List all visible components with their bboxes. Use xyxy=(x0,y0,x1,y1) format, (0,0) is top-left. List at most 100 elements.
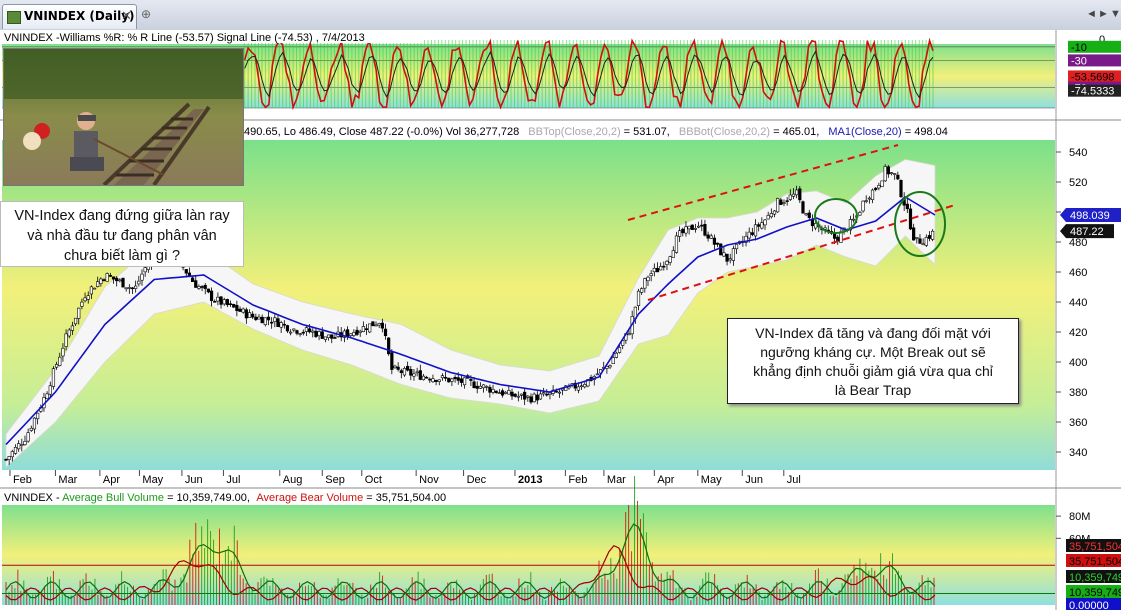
candle-body xyxy=(409,369,413,376)
price-ohlc: 490.65, Lo 486.49, Close 487.22 (-0.0%) … xyxy=(244,126,519,138)
candle-body xyxy=(345,329,350,337)
chart-canvas[interactable]: 340360380400420440460480500520540FebMarA… xyxy=(0,30,1121,610)
candle-body xyxy=(504,391,508,394)
candle-body xyxy=(140,273,144,281)
candle-body xyxy=(640,288,644,293)
candle-body xyxy=(731,248,735,261)
candle-body xyxy=(67,329,71,337)
candle-body xyxy=(238,308,242,312)
candle-body xyxy=(251,313,255,318)
candle-body xyxy=(485,386,489,388)
candle-body xyxy=(627,333,631,336)
candle-body xyxy=(931,230,935,240)
bear-value: = 35,751,504.00 xyxy=(366,492,446,504)
candle-body xyxy=(712,237,717,245)
candle-body xyxy=(684,226,688,234)
candle-body xyxy=(29,427,33,431)
candle-body xyxy=(447,377,451,383)
callout-breakout-line-2: ngưỡng kháng cự. Một Break out sẽ xyxy=(760,344,986,360)
bbbot-value: = 465.01, xyxy=(773,126,819,138)
candle-body xyxy=(247,312,252,318)
scroll-right-icon[interactable]: ► xyxy=(1098,8,1109,20)
candle-body xyxy=(213,301,217,303)
candle-body xyxy=(89,286,93,295)
candle-body xyxy=(791,193,796,197)
menu-dropdown-icon[interactable]: ▼ xyxy=(1110,8,1121,20)
candle-body xyxy=(20,444,24,446)
candle-body xyxy=(459,378,464,383)
candle-body xyxy=(918,238,922,244)
candle-body xyxy=(270,321,274,324)
candle-body xyxy=(453,376,457,380)
williams-badge xyxy=(1068,54,1121,67)
candle-body xyxy=(342,330,346,338)
candle-body xyxy=(557,391,562,394)
candle-body xyxy=(209,290,214,301)
price-axis-label: 480 xyxy=(1069,237,1087,249)
time-axis-label: Nov xyxy=(419,474,439,486)
candle-body xyxy=(908,208,913,230)
ma-value: = 498.04 xyxy=(905,126,948,138)
candle-body xyxy=(13,446,18,454)
candle-body xyxy=(576,386,581,391)
candle-body xyxy=(289,331,293,334)
callout-railway-line-2: và nhà đầu tư đang phân vân xyxy=(27,228,217,244)
candle-body xyxy=(858,212,862,216)
candle-body xyxy=(823,227,827,230)
volume-header: VNINDEX - Average Bull Volume = 10,359,7… xyxy=(4,492,446,504)
candle-body xyxy=(516,395,520,398)
candle-body xyxy=(510,391,514,397)
candle-body xyxy=(532,393,536,403)
volume-badge xyxy=(1066,598,1121,610)
add-tab-icon[interactable]: ⊕ xyxy=(141,7,152,21)
candle-body xyxy=(320,331,324,339)
price-axis-label: 460 xyxy=(1069,267,1087,279)
bull-volume-avg xyxy=(5,523,936,599)
candle-body xyxy=(643,278,647,289)
candle-body xyxy=(10,451,14,458)
time-axis-label: Dec xyxy=(467,474,487,486)
candle-body xyxy=(266,316,271,321)
candle-body xyxy=(614,352,618,358)
candle-body xyxy=(257,316,261,320)
candle-body xyxy=(273,317,277,322)
price-badge xyxy=(1060,207,1121,222)
time-axis-label: Aug xyxy=(283,474,303,486)
time-axis-label: Jun xyxy=(185,474,203,486)
price-axis-label: 540 xyxy=(1069,147,1087,159)
chart-tab[interactable]: VNINDEX (Daily) ✕ xyxy=(2,4,137,29)
volume-badge-label: 0.00000 xyxy=(1069,600,1109,610)
candle-body xyxy=(102,279,106,281)
close-icon[interactable]: ✕ xyxy=(121,8,132,23)
volume-badge xyxy=(1066,554,1121,567)
bull-label: Average Bull Volume xyxy=(62,492,164,504)
candle-body xyxy=(494,390,498,393)
candle-body xyxy=(73,317,78,325)
bbtop-label: BBTop(Close,20,2) xyxy=(528,126,620,138)
window-titlebar: VNINDEX (Daily) ✕ ⊕ ◄ ► ▼ xyxy=(0,0,1121,31)
time-axis-label: Apr xyxy=(657,474,674,486)
candle-body xyxy=(545,393,549,396)
candle-body xyxy=(760,222,764,229)
candle-body xyxy=(7,456,11,460)
candle-body xyxy=(722,252,726,257)
volume-badge xyxy=(1066,570,1121,583)
scroll-left-icon[interactable]: ◄ xyxy=(1086,8,1097,20)
candle-body xyxy=(709,235,713,239)
candle-body xyxy=(687,225,691,230)
bull-value: = 10,359,749.00, xyxy=(167,492,250,504)
candle-body xyxy=(99,278,103,285)
time-axis-label: Jun xyxy=(745,474,763,486)
williams-badge xyxy=(1068,70,1121,83)
candle-body xyxy=(915,236,919,239)
candle-body xyxy=(912,227,916,241)
candle-body xyxy=(415,371,419,374)
candle-body xyxy=(434,379,438,382)
candle-body xyxy=(333,337,337,339)
candle-body xyxy=(870,189,875,200)
callout-breakout-line-1: VN-Index đã tăng và đang đối mặt với xyxy=(755,325,991,341)
candle-body xyxy=(428,378,432,381)
candle-body xyxy=(83,297,87,302)
candle-body xyxy=(383,328,388,337)
bear-volume-avg xyxy=(5,544,936,601)
